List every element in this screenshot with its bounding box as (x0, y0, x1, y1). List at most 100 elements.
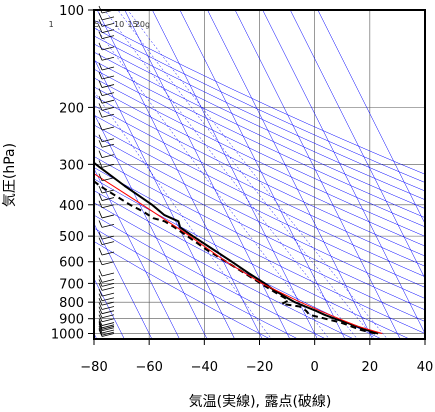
wind-barb-flag (98, 320, 103, 328)
wind-barb-flag (98, 275, 103, 283)
wind-barb (98, 279, 115, 287)
wind-barb-flag (98, 310, 103, 318)
wind-barb (98, 140, 115, 148)
wind-barb (98, 327, 115, 336)
mixing-ratio-label: 10 (114, 20, 124, 29)
isotherm-and-adiabat-lines (94, 10, 425, 339)
wind-barb-flag (98, 185, 103, 194)
x-tick-label: 0 (311, 360, 319, 375)
wind-barb (98, 173, 115, 182)
wind-barb-flag (98, 298, 103, 306)
isotherm-line (179, 10, 346, 339)
wind-barb-flag (98, 103, 103, 111)
wind-barb-staff (101, 106, 115, 111)
dry-adiabat-line (94, 167, 425, 334)
wind-barb-flag (98, 237, 103, 245)
wind-barb (98, 25, 115, 34)
wind-barb (98, 298, 115, 306)
wind-barb (98, 323, 115, 332)
mixing-ratio-label: 5 (95, 20, 100, 29)
wind-barb-staff (101, 16, 115, 21)
wind-barb-flag (98, 80, 103, 88)
wind-barb-staff (101, 92, 115, 96)
wind-barb-staff (101, 327, 115, 332)
wind-barb-flag (98, 25, 103, 33)
wind-barb (98, 42, 115, 51)
wind-barb-flag (98, 160, 103, 168)
dry-adiabat-line (94, 156, 425, 322)
isotherm-line (94, 113, 208, 339)
wind-barb (98, 210, 115, 219)
isotherm-line (94, 277, 125, 339)
wind-barb (98, 268, 115, 277)
y-tick-label: 100 (59, 4, 84, 19)
wind-barb (98, 257, 115, 266)
isotherm-line (317, 10, 425, 225)
wind-barb-staff (101, 272, 115, 277)
wind-barb (98, 122, 115, 131)
wind-barb (98, 62, 115, 71)
dry-adiabat-line (94, 51, 425, 209)
dry-adiabat-line (94, 178, 411, 339)
isotherm-line (96, 10, 263, 339)
wind-barb-flag (98, 62, 103, 71)
y-tick-label: 900 (59, 313, 84, 328)
dewpoint-line (94, 180, 376, 335)
wind-barb (98, 237, 115, 246)
wind-barb-staff (101, 204, 115, 209)
wind-barb-staff (101, 241, 115, 246)
wind-barb-flag (98, 134, 103, 142)
wind-barb (98, 185, 115, 194)
wind-barb-flag (98, 122, 103, 131)
wind-barb-staff (101, 297, 115, 302)
isotherm-line (290, 10, 425, 280)
wind-barb (98, 306, 115, 315)
wind-barb (98, 200, 115, 209)
wind-barb-staff (101, 314, 115, 319)
wind-barb (98, 302, 115, 310)
wind-barb-staff (101, 23, 115, 27)
wind-barb-staff (101, 283, 115, 287)
wind-barb (98, 53, 115, 61)
wind-barb-staff (101, 197, 115, 201)
wind-barb-flag (98, 257, 103, 265)
wind-barb (98, 80, 115, 88)
dry-adiabat-line (94, 86, 425, 247)
wind-barb (98, 314, 115, 323)
y-tick-label: 500 (59, 230, 84, 245)
x-tick-label: −60 (135, 360, 162, 375)
wind-barb-staff (101, 143, 115, 148)
wind-barb-staff (101, 261, 115, 266)
wind-barb (98, 288, 115, 297)
wind-barb-staff (101, 278, 115, 283)
wind-barb-flag (98, 283, 103, 291)
wind-barb-flag (98, 306, 103, 314)
wind-barb-flag (98, 19, 103, 27)
wind-barb-staff (101, 138, 115, 143)
wind-barb-staff (101, 329, 115, 334)
wind-barb-staff (101, 35, 115, 40)
dry-adiabat-line (94, 35, 425, 192)
y-tick-label: 200 (59, 101, 84, 116)
dry-adiabat-line (94, 145, 425, 311)
dry-adiabat-line (94, 77, 425, 237)
isotherm-line (262, 10, 425, 335)
y-tick-label: 1000 (51, 328, 84, 343)
wind-barb (98, 110, 115, 118)
wind-barb (98, 71, 115, 80)
wind-barb-staff (101, 306, 115, 310)
wind-barb (98, 96, 115, 104)
y-tick-label: 300 (59, 158, 84, 173)
wind-barb-staff (101, 235, 115, 240)
x-tick-label: 40 (417, 360, 434, 375)
x-tick-label: −40 (191, 360, 218, 375)
wind-barb-staff (101, 154, 115, 159)
wind-barb-flag (98, 31, 103, 39)
sounding-profiles (94, 161, 383, 335)
wind-barb (98, 231, 115, 240)
mixing-ratio-line (94, 24, 330, 339)
mixing-ratio-line (127, 10, 388, 339)
wind-barb-flag (98, 193, 103, 201)
